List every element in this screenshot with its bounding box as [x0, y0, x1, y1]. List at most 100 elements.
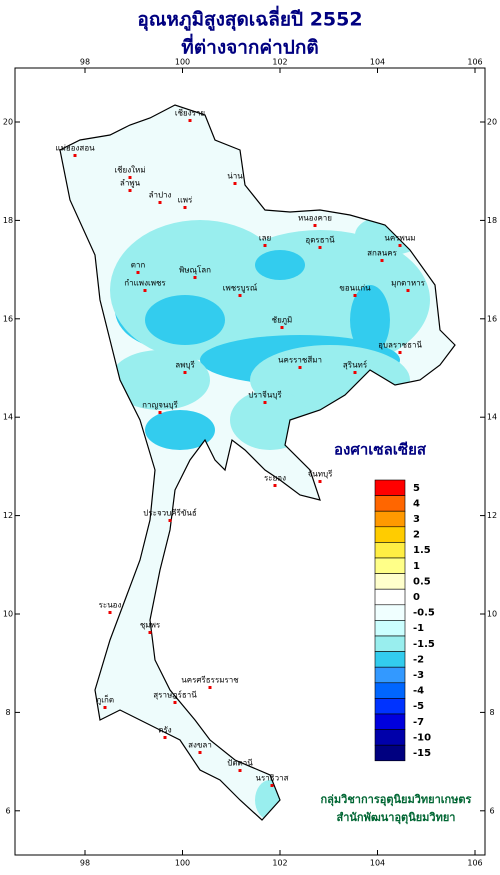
station-dot [318, 480, 322, 483]
legend-swatch [374, 495, 406, 512]
province-label: ลพบุรี [175, 361, 195, 370]
station-dot [173, 701, 177, 704]
station-dot [233, 182, 237, 185]
lon-tick-label: 100 [175, 58, 190, 67]
legend-label: -0.5 [413, 608, 435, 619]
station-dot [280, 326, 284, 329]
province-label: แม่ฮ่องสอน [55, 144, 95, 153]
province-label: ลำพูน [120, 179, 141, 189]
province-label: ชัยภูมิ [272, 316, 293, 326]
station-dot [188, 119, 192, 122]
province-label: จันทบุรี [308, 470, 334, 479]
station-dot [313, 224, 317, 227]
legend-swatch [374, 510, 406, 528]
station-dot [263, 244, 267, 247]
province-label: ตรัง [158, 726, 171, 735]
station-dot [238, 294, 242, 297]
station-dot [108, 611, 112, 614]
anomaly-area [145, 295, 225, 345]
station-dot [398, 244, 402, 247]
province-label: อุบลราชธานี [378, 341, 422, 350]
lon-tick-label: 104 [370, 859, 385, 868]
province-label: ภูเก็ต [96, 695, 114, 706]
legend-label: 0 [413, 592, 420, 603]
station-dot [270, 784, 274, 787]
footer-line: สำนักพัฒนาอุตุนิยมวิทยา [337, 811, 456, 825]
station-dot [238, 769, 242, 772]
subtitle: ที่ต่างจากค่าปกติ [181, 34, 318, 59]
province-label: ชุมพร [140, 621, 161, 630]
station-dot [208, 686, 212, 689]
province-label: สงขลา [188, 741, 212, 750]
province-label: ระยอง [264, 474, 286, 483]
lat-tick-label: 20 [3, 118, 13, 127]
legend-swatch [374, 666, 406, 684]
station-dot [136, 271, 140, 274]
anomaly-area [110, 350, 210, 410]
station-dot [353, 294, 357, 297]
legend-title: องศาเซลเซียส [334, 441, 427, 459]
lon-tick-label: 104 [370, 58, 385, 67]
lat-tick-label: 6 [489, 806, 494, 815]
legend-swatch [374, 526, 406, 543]
station-dot [263, 401, 267, 404]
province-label: สุราษฎร์ธานี [153, 690, 197, 700]
lat-tick-label: 8 [489, 708, 494, 717]
legend-label: -2 [413, 654, 424, 665]
station-dot [128, 189, 132, 192]
anomaly-area [145, 410, 215, 450]
lat-tick-label: 14 [487, 413, 497, 422]
province-label: นครศรีธรรมราช [181, 676, 239, 685]
station-dot [103, 706, 107, 709]
lat-tick-label: 6 [5, 806, 10, 815]
lat-tick-label: 8 [5, 708, 10, 717]
footer-line: กลุ่มวิชาการอุตุนิยมวิทยาเกษตร [321, 793, 472, 807]
station-dot [143, 289, 147, 292]
legend-swatch [374, 557, 406, 574]
lon-tick-label: 106 [467, 859, 482, 868]
lon-tick-label: 98 [80, 58, 90, 67]
legend-label: -4 [413, 686, 424, 697]
lat-tick-label: 10 [487, 610, 497, 619]
province-label: อุดรธานี [305, 236, 335, 245]
province-label: เพชรบูรณ์ [223, 283, 258, 294]
province-label: สกลนคร [367, 249, 397, 258]
province-label: ประจวบคีรีขันธ์ [143, 508, 197, 518]
legend-swatch [374, 651, 406, 668]
station-dot [168, 519, 172, 522]
legend-swatch [374, 698, 406, 715]
lat-tick-label: 12 [3, 511, 13, 520]
legend-label: -5 [413, 701, 424, 712]
legend-label: 2 [413, 530, 420, 541]
province-label: ลำปาง [149, 191, 172, 200]
legend-swatch [374, 620, 406, 637]
legend-label: 4 [413, 498, 420, 509]
station-dot [193, 276, 197, 279]
province-label: ปัตตานี [227, 759, 253, 768]
station-dot [73, 154, 77, 157]
province-label: พิษณุโลก [179, 265, 211, 275]
station-dot [380, 259, 384, 262]
lon-tick-label: 102 [272, 859, 287, 868]
lat-tick-label: 16 [3, 314, 13, 323]
legend-swatch [374, 588, 406, 606]
legend-label: -1.5 [413, 639, 435, 650]
province-label: น่าน [227, 172, 243, 181]
province-label: กำแพงเพชร [124, 279, 166, 288]
legend-label: 1.5 [413, 545, 431, 556]
lat-tick-label: 16 [487, 314, 497, 323]
lon-tick-label: 102 [272, 58, 287, 67]
legend-label: -3 [413, 670, 424, 681]
station-dot [183, 206, 187, 209]
station-dot [353, 371, 357, 374]
lat-tick-label: 12 [487, 511, 497, 520]
province-label: สุรินทร์ [343, 360, 368, 370]
legend-swatch [374, 479, 406, 496]
lon-tick-label: 100 [175, 859, 190, 868]
legend-swatch [374, 744, 406, 762]
station-dot [158, 201, 162, 204]
province-label: นราธิวาส [255, 774, 288, 783]
province-label: กาญจนบุรี [142, 401, 178, 410]
province-label: เชียงใหม่ [114, 166, 145, 175]
